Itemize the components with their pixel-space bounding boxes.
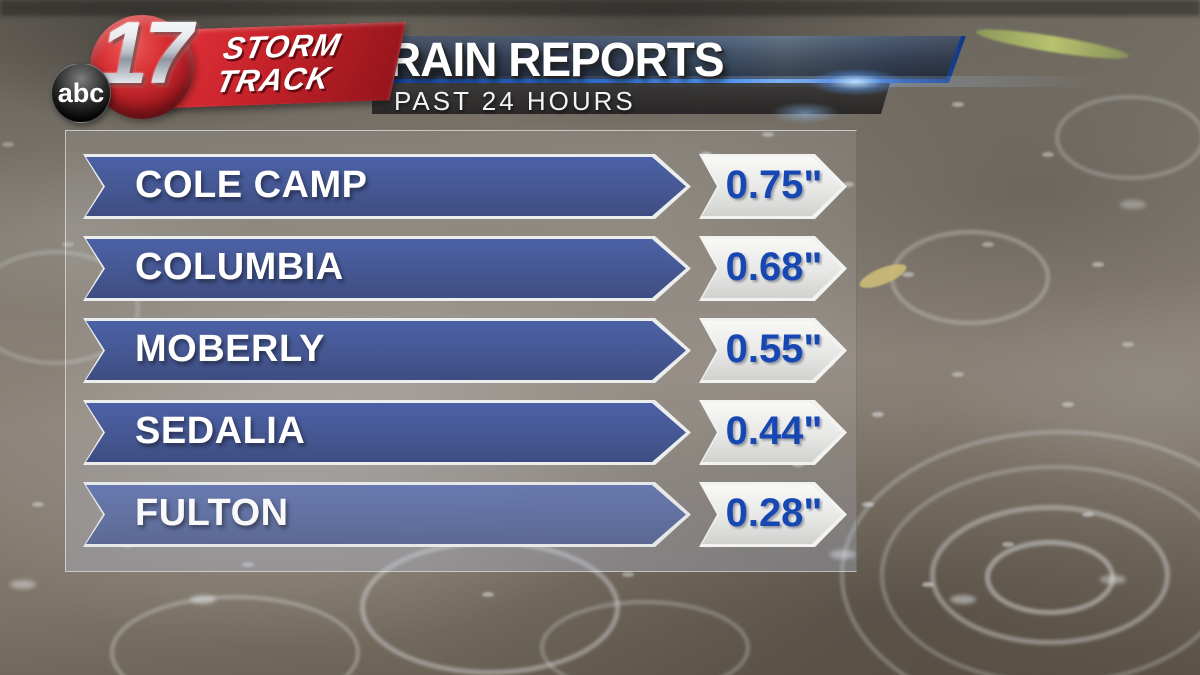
city-banner-fill <box>86 157 686 216</box>
ripple <box>0 250 140 365</box>
ripple <box>840 430 1200 675</box>
city-label: MOBERLY <box>135 327 326 370</box>
subtitle: PAST 24 HOURS <box>394 86 636 116</box>
rain-amount-badge-fill <box>702 485 842 544</box>
city-banner-fill <box>86 403 686 462</box>
city-banner: FULTON <box>83 482 691 547</box>
city-banner: MOBERLY <box>83 318 691 383</box>
accent-line-streak <box>352 76 1200 87</box>
rain-amount-badge: 0.68" <box>699 236 847 301</box>
rain-amount-badge: 0.55" <box>699 318 847 383</box>
ripple <box>890 230 1050 325</box>
rain-amount-value: 0.55" <box>725 326 823 371</box>
rain-report-row: COLE CAMP 0.75" <box>83 154 847 219</box>
ripple <box>1055 95 1200 180</box>
rain-report-row: FULTON 0.28" <box>83 482 847 547</box>
city-banner: COLE CAMP <box>83 154 691 219</box>
rain-amount-badge-fill <box>702 403 842 462</box>
storm-label-line2: TRACK <box>213 60 335 100</box>
city-label: COLUMBIA <box>135 245 344 288</box>
abc-network-badge: abc <box>51 63 111 123</box>
rain-amount-value: 0.68" <box>725 244 823 289</box>
reports-panel: COLE CAMP 0.75" COLUMBIA 0.68" MOBERLY <box>65 130 857 572</box>
rain-amount-badge: 0.75" <box>699 154 847 219</box>
rain-amount-badge: 0.44" <box>699 400 847 465</box>
rain-amount-value: 0.44" <box>725 408 823 453</box>
ripple <box>930 505 1170 645</box>
rain-amount-badge-fill <box>702 239 842 298</box>
channel-number: 17 <box>86 2 202 104</box>
rain-report-row: COLUMBIA 0.68" <box>83 236 847 301</box>
city-banner: COLUMBIA <box>83 236 691 301</box>
lens-flare-small <box>770 102 840 124</box>
background-shadow-strip <box>0 0 1200 16</box>
city-label: COLE CAMP <box>135 163 368 206</box>
rain-amount-badge-fill <box>702 321 842 380</box>
rain-amount-value: 0.28" <box>725 490 823 535</box>
ripple <box>880 465 1200 675</box>
city-banner-fill <box>86 321 686 380</box>
storm-track-label: STORM TRACK <box>213 27 344 100</box>
rain-amount-value: 0.75" <box>725 162 823 207</box>
city-label: FULTON <box>135 491 289 534</box>
city-banner-fill <box>86 239 686 298</box>
city-banner-fill <box>86 485 686 544</box>
ripple <box>540 600 750 675</box>
city-label: SEDALIA <box>135 409 306 452</box>
rain-report-row: SEDALIA 0.44" <box>83 400 847 465</box>
page-title: RAIN REPORTS <box>388 31 725 87</box>
city-banner: SEDALIA <box>83 400 691 465</box>
rain-amount-badge: 0.28" <box>699 482 847 547</box>
ripple <box>985 540 1115 615</box>
rain-report-row: MOBERLY 0.55" <box>83 318 847 383</box>
lens-flare <box>808 68 903 96</box>
rain-amount-badge-fill <box>702 157 842 216</box>
